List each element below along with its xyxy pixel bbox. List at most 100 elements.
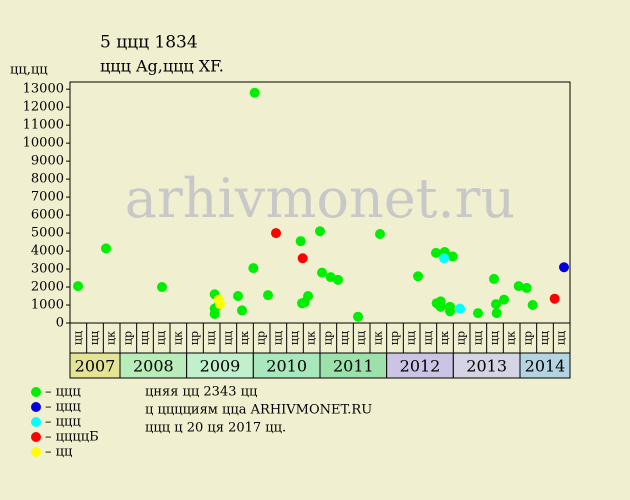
- y-tick-label: 4000: [31, 244, 64, 259]
- point: [439, 253, 449, 264]
- point: [233, 291, 243, 302]
- point: [447, 251, 458, 262]
- year-label: 2012: [400, 357, 441, 376]
- year-band: [386, 352, 454, 379]
- point: [499, 294, 509, 305]
- point: [263, 290, 273, 301]
- legend-marker: [31, 402, 41, 412]
- quarter-label: цк: [305, 331, 318, 345]
- year-label: 2014: [525, 357, 566, 376]
- quarter-label: цк: [505, 331, 518, 345]
- watermark: arhivmonet.ru: [125, 167, 515, 230]
- y-tick-label: 8000: [31, 172, 64, 187]
- quarter-label: цц: [555, 331, 568, 345]
- point: [559, 262, 569, 273]
- quarter-label: цц: [538, 331, 551, 345]
- point: [521, 282, 532, 293]
- point: [491, 299, 501, 310]
- legend-label: – ццц: [45, 400, 81, 415]
- quarter-label: цр: [321, 331, 334, 345]
- quarter-label: цц: [155, 331, 168, 345]
- quarter-label: цр: [388, 331, 401, 345]
- point: [489, 273, 499, 284]
- quarter-label: цк: [105, 331, 118, 345]
- point: [549, 293, 560, 304]
- y-tick-label: 3000: [31, 262, 64, 277]
- point: [333, 274, 343, 285]
- quarter-label: цц: [288, 331, 301, 345]
- y-tick-label: 11000: [23, 118, 64, 133]
- y-tick-label: 0: [56, 316, 64, 331]
- point: [303, 291, 313, 302]
- point: [237, 305, 247, 316]
- legend-marker: [31, 387, 41, 397]
- point: [445, 306, 455, 317]
- quarter-label: цк: [438, 331, 451, 345]
- quarter-label: цр: [188, 331, 201, 345]
- y-tick-label: 6000: [31, 208, 64, 223]
- legend-label: – ццц: [45, 385, 81, 400]
- legend-marker: [31, 417, 41, 427]
- point: [473, 308, 483, 319]
- year-band: [519, 352, 571, 379]
- note: цняя цц 2343 цц: [145, 385, 257, 400]
- legend-label: – ццц: [45, 415, 81, 430]
- y-tick-label: 13000: [23, 82, 64, 97]
- point: [215, 299, 225, 310]
- year-label: 2010: [266, 357, 307, 376]
- point: [413, 271, 423, 282]
- year-label: 2007: [75, 357, 116, 376]
- quarter-label: цц: [205, 331, 218, 345]
- point: [435, 301, 446, 312]
- y-tick-label: 7000: [31, 190, 64, 205]
- point: [315, 226, 325, 237]
- point: [248, 263, 259, 274]
- point: [375, 228, 385, 239]
- year-label: 2011: [333, 357, 374, 376]
- quarter-label: цц: [405, 331, 418, 345]
- chart-title: 5 ццц 1834: [100, 33, 198, 53]
- quarter-label: цр: [255, 331, 268, 345]
- point: [249, 87, 260, 98]
- note: ццц ц 20 ця 2017 цц.: [145, 421, 286, 436]
- quarter-label: цц: [338, 331, 351, 345]
- point: [73, 281, 83, 292]
- quarter-label: цц: [488, 331, 501, 345]
- quarter-label: цк: [171, 331, 184, 345]
- y-tick-label: 12000: [23, 100, 64, 115]
- quarter-label: цц: [421, 331, 434, 345]
- quarter-label: цр: [455, 331, 468, 345]
- point: [297, 253, 308, 264]
- legend-marker: [31, 447, 41, 457]
- quarter-label: цц: [221, 331, 234, 345]
- year-label: 2009: [200, 357, 241, 376]
- quarter-label: цр: [121, 331, 134, 345]
- point: [101, 243, 111, 254]
- point: [491, 308, 502, 319]
- point: [295, 236, 306, 247]
- year-band: [69, 352, 121, 379]
- legend-label: – ццццБ: [45, 430, 99, 445]
- quarter-label: цк: [238, 331, 251, 345]
- y-tick-label: 10000: [23, 136, 64, 151]
- chart-subtitle: ццц Ag,ццц XF.: [100, 57, 224, 76]
- quarter-label: цц: [88, 331, 101, 345]
- y-tick-label: 2000: [31, 280, 64, 295]
- point: [527, 300, 538, 311]
- point: [455, 303, 465, 314]
- legend-marker: [31, 432, 41, 442]
- year-band: [252, 352, 321, 379]
- legend-label: – цц: [45, 445, 72, 460]
- year-label: 2008: [133, 357, 174, 376]
- y-axis-label: цц,цц: [10, 63, 48, 78]
- point: [271, 228, 281, 239]
- quarter-label: цц: [138, 331, 151, 345]
- year-band: [319, 352, 388, 379]
- quarter-label: цр: [521, 331, 534, 345]
- year-band: [186, 352, 254, 379]
- note: ц цццциям цца ARHIVMONET.RU: [145, 403, 372, 418]
- point: [513, 281, 524, 292]
- point: [157, 282, 167, 293]
